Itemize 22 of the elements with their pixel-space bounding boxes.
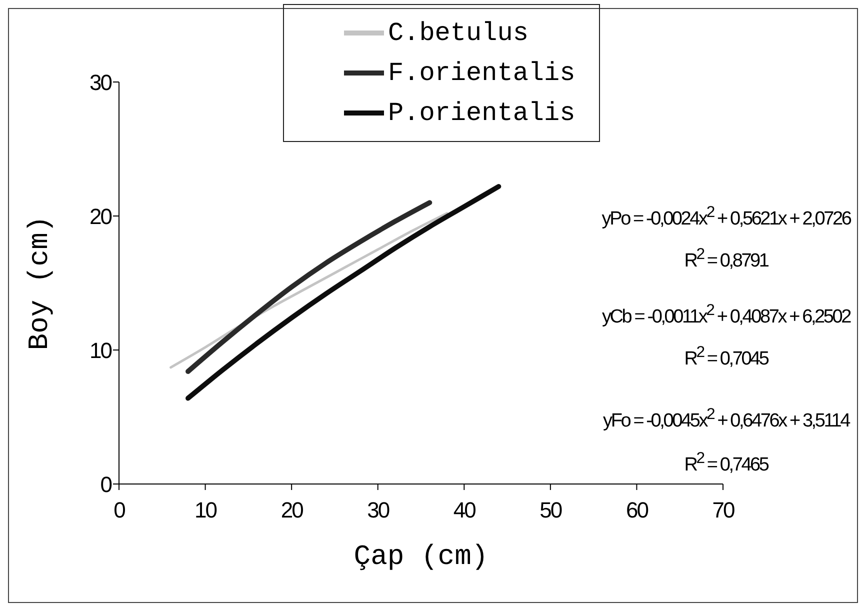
y-tick-label: 10	[90, 338, 112, 363]
annotation: R$^{2}$ = 0,7465	[683, 449, 770, 478]
x-tick-label: 50	[540, 498, 562, 523]
x-axis-title: Çap (cm)	[354, 542, 488, 573]
annotation: yCb = -0,0011x$^{2}$ + 0,4087x + 6,2502	[600, 301, 852, 330]
y-tick-label: 0	[100, 472, 112, 497]
legend-label: P.orientalis	[388, 98, 576, 128]
annotation: yFo = -0,0045x$^{2}$ + 0,6476x + 3,5114	[602, 405, 850, 434]
y-tick-label: 30	[90, 70, 112, 95]
y-tick-label: 20	[90, 204, 112, 229]
x-tick-label: 30	[367, 498, 390, 523]
legend-label: F.orientalis	[388, 58, 576, 88]
annotation: R$^{2}$ = 0,8791	[683, 245, 770, 274]
annotation: yPo = -0,0024x$^{2}$ + 0,5621x + 2,0726	[600, 203, 852, 232]
x-tick-label: 10	[194, 498, 218, 523]
y-axis-title: Boy (cm)	[24, 216, 56, 350]
x-tick-label: 20	[280, 498, 304, 523]
x-tick-label: 60	[626, 498, 649, 523]
legend-label: C.betulus	[388, 18, 528, 48]
x-tick-label: 40	[453, 498, 476, 523]
x-tick-label: 70	[712, 498, 735, 523]
annotation: R$^{2}$ = 0,7045	[683, 343, 770, 372]
